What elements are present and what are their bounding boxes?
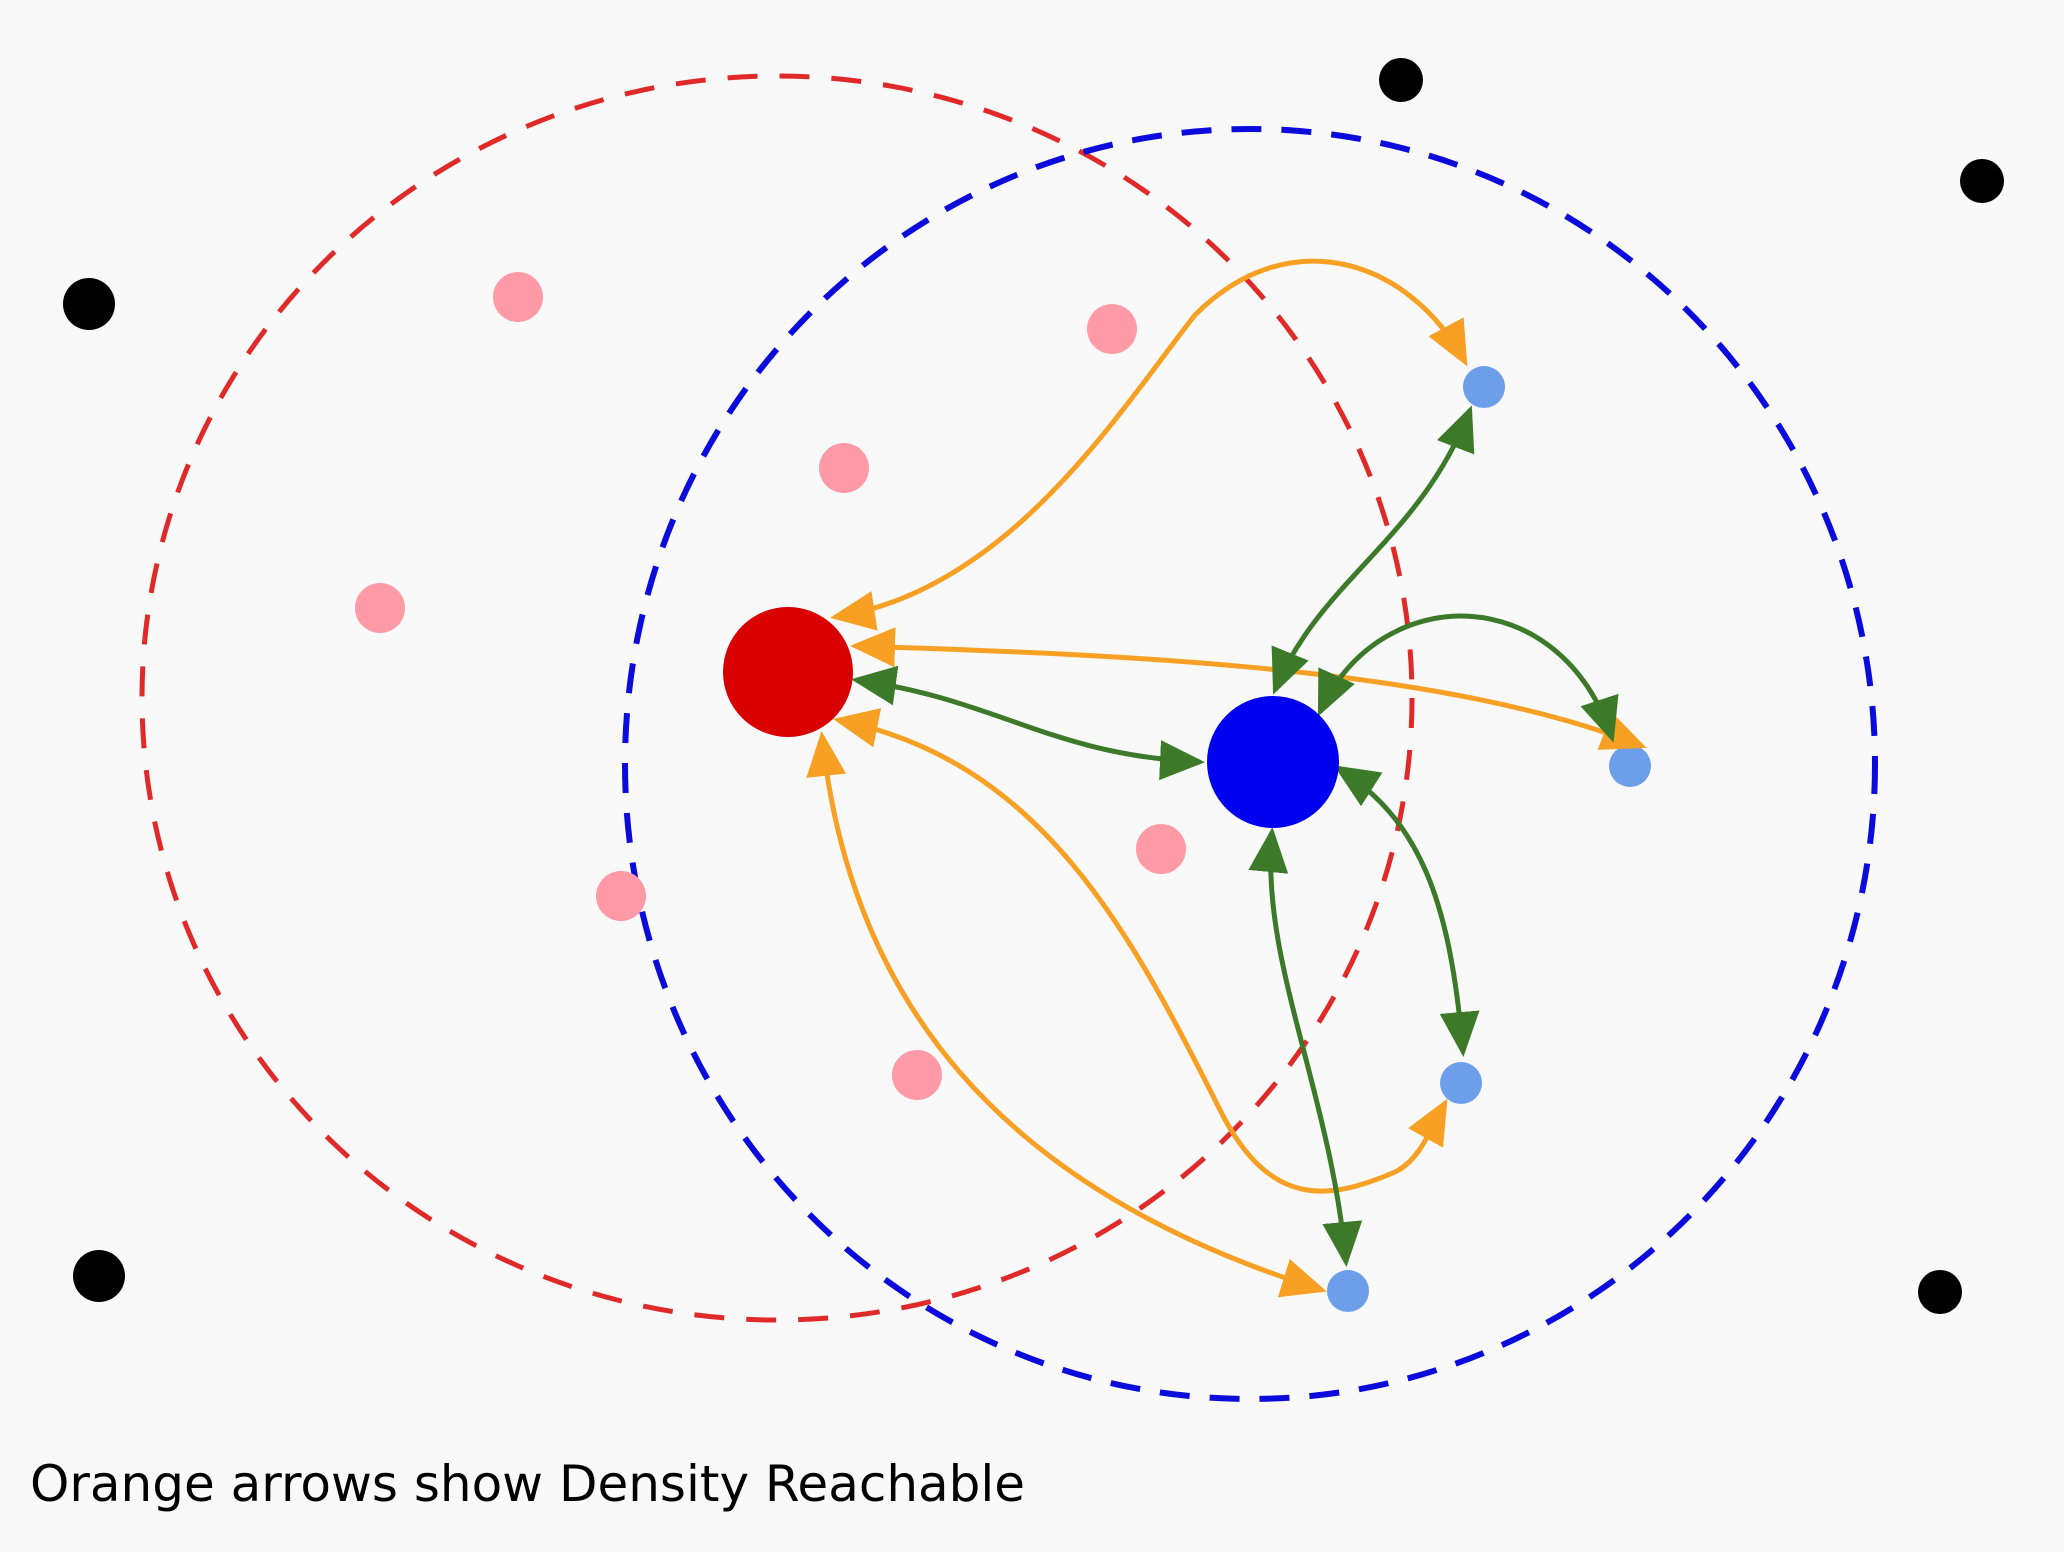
green-arrow — [1333, 765, 1480, 1057]
noise-point — [73, 1250, 125, 1302]
noise-point — [1960, 159, 2004, 203]
green-arrow — [1271, 405, 1475, 695]
red-neighbor-point — [1136, 824, 1186, 874]
red-neighbor-point — [819, 443, 869, 493]
blue-neighbor-point — [1463, 366, 1505, 408]
red-neighbor-point — [1087, 304, 1137, 354]
blue-neighbor-point — [1609, 745, 1651, 787]
orange-arrow — [806, 731, 1327, 1298]
noise-point — [1918, 1270, 1962, 1314]
orange-arrow — [830, 258, 1468, 631]
blue-core-neighborhood-circle — [622, 126, 1878, 1402]
noise-point — [1379, 58, 1423, 102]
blue-core-point — [1207, 696, 1339, 828]
red-neighbor-point — [892, 1050, 942, 1100]
red-core-point — [723, 607, 853, 737]
blue-neighbor-point — [1327, 1270, 1369, 1312]
green-arrow — [851, 665, 1205, 781]
red-neighbor-point — [493, 272, 543, 322]
red-neighbor-point — [596, 871, 646, 921]
green-arrow — [1248, 827, 1363, 1267]
noise-point — [63, 278, 115, 330]
red-neighbor-point — [355, 583, 405, 633]
caption-text: Orange arrows show Density Reachable — [30, 1455, 1026, 1513]
blue-neighbor-point — [1440, 1062, 1482, 1104]
green-arrow — [1317, 613, 1619, 743]
